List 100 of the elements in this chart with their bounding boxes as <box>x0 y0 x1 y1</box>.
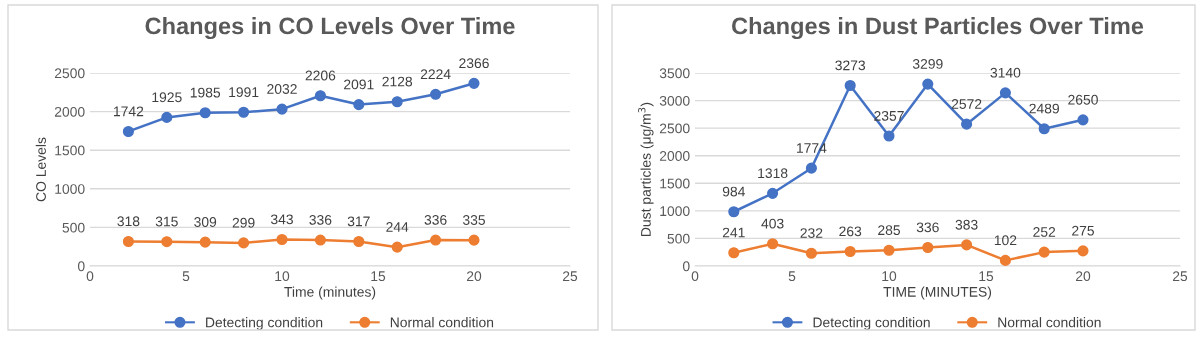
point <box>1077 245 1089 257</box>
y-tick-label: 3500 <box>659 68 690 79</box>
x-tick-label: 15 <box>371 271 386 282</box>
data-label: 336 <box>424 214 447 225</box>
data-label: 2366 <box>459 58 489 69</box>
x-tick-label: 10 <box>275 271 290 282</box>
point <box>1077 114 1089 126</box>
data-label: 383 <box>955 219 978 230</box>
y-tick-label: 2000 <box>659 151 690 161</box>
data-label: 285 <box>878 225 901 236</box>
data-label: 241 <box>722 227 745 238</box>
point <box>430 234 442 246</box>
point <box>1038 246 1050 258</box>
data-label: 1742 <box>114 106 144 117</box>
x-tick-label: 20 <box>466 271 482 282</box>
point <box>391 241 403 253</box>
point <box>161 236 173 248</box>
point <box>883 130 895 142</box>
point <box>805 247 817 259</box>
point <box>922 241 934 254</box>
y-axis-title: Dust particles (μg/m$^{3}$) <box>638 102 654 236</box>
point <box>161 111 173 123</box>
legend-label: Normal condition <box>390 317 494 328</box>
data-label: 2091 <box>344 79 374 90</box>
y-tick-label: 2000 <box>54 106 85 117</box>
data-label: 2032 <box>267 84 297 94</box>
data-label: 1991 <box>229 87 259 98</box>
point <box>391 96 403 108</box>
data-label: 336 <box>916 222 939 233</box>
data-label: 315 <box>155 216 178 227</box>
data-label: 252 <box>1033 227 1056 237</box>
data-label: 2128 <box>382 76 413 87</box>
point <box>238 106 250 118</box>
x-tick-label: 10 <box>882 271 897 282</box>
data-label: 275 <box>1072 225 1095 236</box>
point <box>276 103 288 115</box>
data-label: 984 <box>722 186 745 197</box>
x-tick-label: 5 <box>182 271 190 282</box>
point <box>122 235 134 248</box>
legend-label: Detecting condition <box>813 317 930 331</box>
x-tick-label: 15 <box>979 271 994 282</box>
point <box>1038 123 1050 135</box>
point <box>883 244 895 256</box>
point <box>468 77 480 89</box>
y-tick-label: 1500 <box>660 178 690 189</box>
point <box>999 87 1011 99</box>
y-tick-label: 3000 <box>659 95 690 106</box>
data-label: 1925 <box>152 92 182 103</box>
y-tick-label: 2500 <box>659 123 690 134</box>
data-label: 3140 <box>990 67 1021 78</box>
data-label: 102 <box>994 235 1017 246</box>
data-label: 232 <box>800 228 823 238</box>
y-tick-label: 1000 <box>55 184 85 194</box>
y-tick-label: 0 <box>77 261 85 272</box>
y-tick-label: 1000 <box>660 206 690 217</box>
y-tick-label: 500 <box>667 233 690 244</box>
data-label: 335 <box>462 215 486 225</box>
point <box>238 237 250 249</box>
point <box>961 239 973 251</box>
point <box>767 238 779 250</box>
data-label: 317 <box>347 216 370 227</box>
point <box>728 247 740 259</box>
data-label: 2650 <box>1068 94 1098 105</box>
point <box>767 187 779 199</box>
data-label: 309 <box>194 217 217 227</box>
data-label: 1985 <box>190 87 221 98</box>
chart-title: Changes in CO Levels Over Time <box>145 17 515 40</box>
point <box>314 90 326 102</box>
x-axis-title: Time (minutes) <box>284 286 376 300</box>
x-tick-label: 0 <box>86 271 94 282</box>
point <box>199 236 211 248</box>
y-tick-label: 1500 <box>55 145 85 156</box>
point <box>999 254 1011 266</box>
point <box>199 107 211 119</box>
point <box>805 162 817 174</box>
legend-label: Normal condition <box>998 317 1101 328</box>
data-label: 336 <box>309 214 332 225</box>
x-tick-label: 20 <box>1075 271 1091 282</box>
data-label: 343 <box>270 214 293 225</box>
y-tick-label: 500 <box>62 222 85 233</box>
data-label: 1318 <box>758 168 788 179</box>
point <box>314 234 326 246</box>
x-tick-label: 0 <box>691 271 699 282</box>
x-tick-label: 25 <box>1172 271 1188 282</box>
data-label: 318 <box>117 216 140 227</box>
data-label: 2357 <box>874 110 904 121</box>
y-axis-title: CO Levels <box>35 137 46 202</box>
point <box>922 78 934 90</box>
data-label: 2572 <box>951 99 982 109</box>
data-label: 2489 <box>1029 103 1059 114</box>
data-label: 403 <box>761 218 784 229</box>
point <box>844 79 856 92</box>
x-axis-title: TIME (MINUTES) <box>883 286 992 300</box>
point <box>430 88 442 100</box>
data-label: 3299 <box>912 59 943 69</box>
data-label: 244 <box>386 222 409 232</box>
point <box>353 99 365 111</box>
data-label: 299 <box>232 217 255 228</box>
data-label: 263 <box>839 226 862 237</box>
point <box>122 125 134 138</box>
